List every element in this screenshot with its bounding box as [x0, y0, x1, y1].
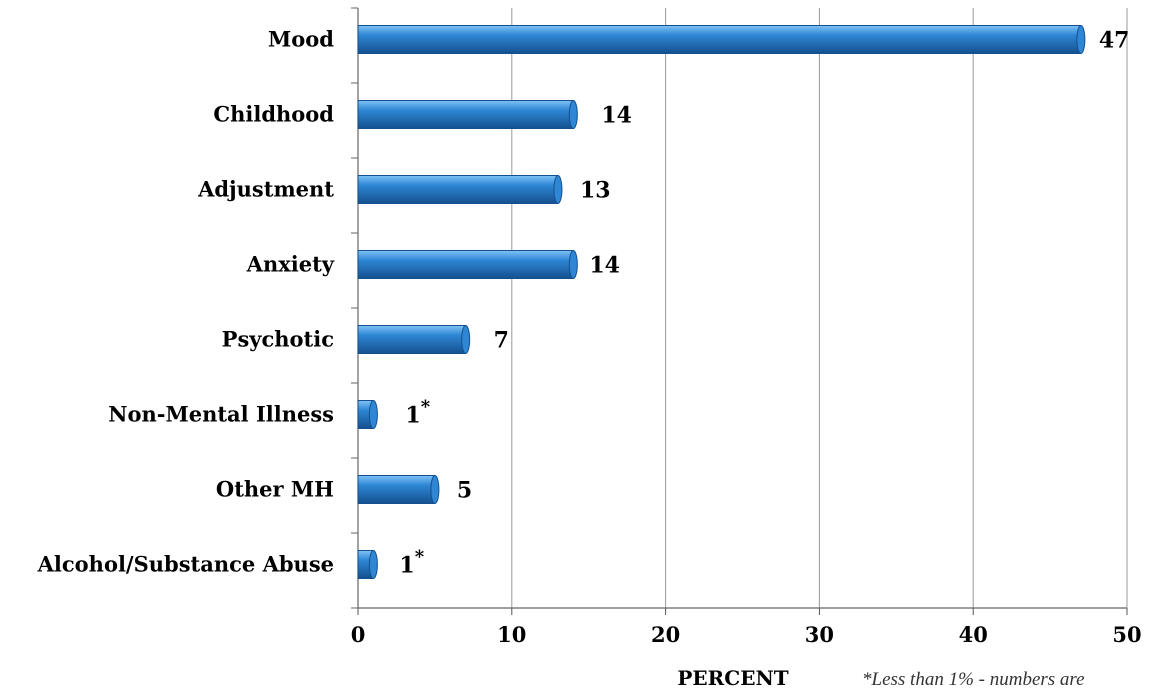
x-tick-label: 50	[1112, 622, 1141, 647]
x-tick-label: 0	[351, 622, 366, 647]
bar-end-cap	[461, 325, 471, 354]
category-labels: Mood Childhood Adjustment Anxiety Psychotic N…	[37, 27, 335, 577]
value-label: 47	[1099, 28, 1130, 54]
x-axis-ticks: 0 10 20 30 40 50	[351, 608, 1142, 647]
bar-end-cap	[1076, 25, 1086, 54]
gridlines	[351, 7, 1128, 609]
bar	[357, 250, 574, 279]
bar	[357, 175, 559, 204]
bar	[357, 25, 1082, 54]
value-label: 13	[580, 178, 611, 204]
value-label: 14	[601, 103, 632, 129]
category-label: Other MH	[216, 477, 334, 502]
bar-end-cap	[568, 250, 578, 279]
category-label: Childhood	[213, 102, 334, 127]
category-label: Mood	[268, 27, 334, 52]
x-tick-label: 20	[651, 622, 680, 647]
bar-end-cap	[568, 100, 578, 129]
bar-end-cap	[553, 175, 563, 204]
category-label: Anxiety	[246, 252, 335, 277]
value-label: 1*	[405, 397, 430, 429]
bar-end-cap	[368, 400, 378, 429]
bar	[357, 325, 467, 354]
x-axis-title: PERCENT	[677, 666, 788, 690]
value-label: 1*	[399, 547, 424, 579]
value-footnote-mark: *	[415, 547, 425, 568]
bar	[357, 475, 436, 504]
value-label: 14	[589, 253, 620, 279]
category-label: Alcohol/Substance Abuse	[37, 552, 334, 577]
value-label: 7	[494, 328, 509, 354]
bar-end-cap	[430, 475, 440, 504]
bars	[357, 25, 1086, 579]
x-tick-label: 30	[805, 622, 834, 647]
x-tick-label: 40	[959, 622, 988, 647]
bar-end-cap	[368, 550, 378, 579]
footnote: *Less than 1% - numbers are	[862, 669, 1085, 690]
category-label: Adjustment	[197, 177, 334, 202]
x-tick-label: 10	[497, 622, 526, 647]
value-footnote-mark: *	[421, 397, 431, 418]
category-label: Non-Mental Illness	[108, 402, 334, 427]
category-label: Psychotic	[222, 327, 334, 352]
value-label: 5	[457, 478, 472, 504]
bar	[357, 100, 574, 129]
